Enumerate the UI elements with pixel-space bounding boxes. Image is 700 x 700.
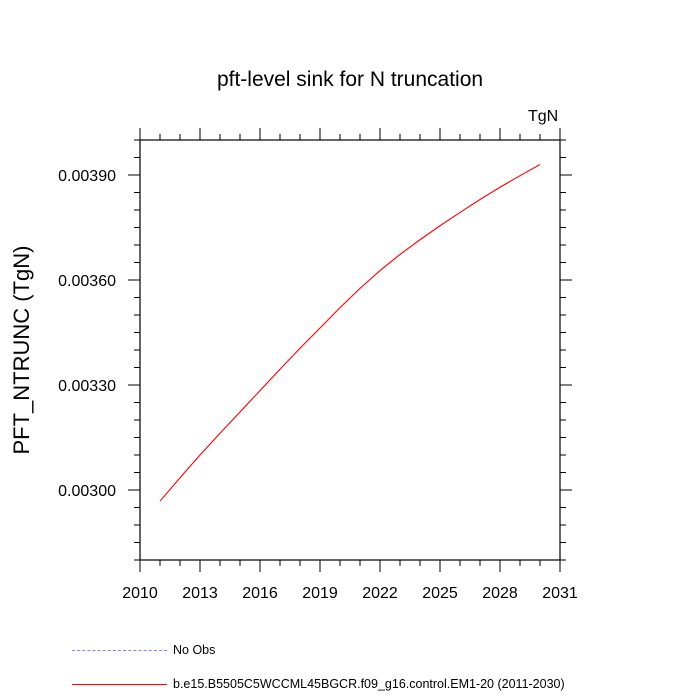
y-axis-label: PFT_NTRUNC (TgN): [9, 245, 34, 455]
units-label: TgN: [528, 108, 559, 125]
legend-swatch-model: [72, 683, 167, 685]
x-tick-label: 2016: [242, 585, 278, 602]
series-layer: [159, 164, 541, 502]
y-tick-label: 0.00300: [58, 483, 116, 500]
chart-title: pft-level sink for N truncation: [216, 68, 484, 91]
legend-label-model: b.e15.B5505C5WCCML45BGCR.f09_g16.control…: [173, 677, 565, 691]
legend-label-obs: No Obs: [173, 643, 216, 657]
legend-item-obs: No Obs: [72, 643, 215, 657]
x-tick-label: 2013: [182, 585, 218, 602]
x-tick-label: 2010: [122, 585, 158, 602]
axes: [139, 139, 561, 561]
x-tick-label: 2031: [542, 585, 578, 602]
x-tick-label: 2019: [302, 585, 338, 602]
y-tick-label: 0.00360: [58, 273, 116, 290]
x-tick-label: 2028: [482, 585, 518, 602]
x-tick-label: 2025: [422, 585, 458, 602]
legend-item-model: b.e15.B5505C5WCCML45BGCR.f09_g16.control…: [72, 677, 565, 691]
plot-frame: [139, 139, 561, 561]
series-line-0: [159, 164, 541, 502]
x-tick-label: 2022: [362, 585, 398, 602]
legend-swatch-obs: [72, 649, 167, 651]
y-tick-label: 0.00330: [58, 378, 116, 395]
y-tick-label: 0.00390: [58, 168, 116, 185]
ticks: 2010 2013 2016 2019 2022 2025 2028 2031 0.00300 0…: [58, 128, 578, 602]
